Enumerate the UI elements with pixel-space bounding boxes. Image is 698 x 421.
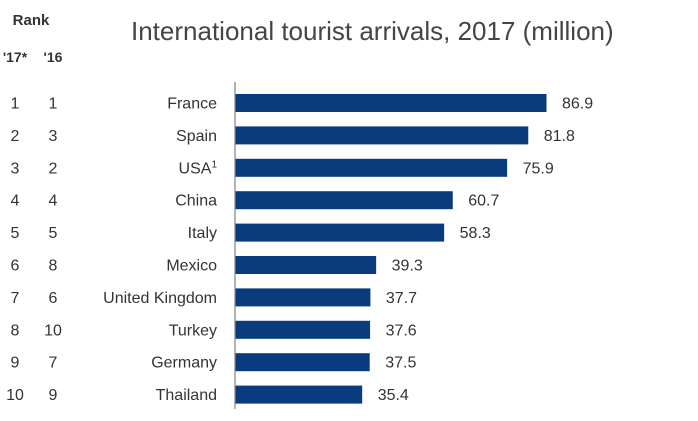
bar: [235, 94, 547, 112]
rank-2017-value: 5: [11, 225, 20, 242]
category-label: Mexico: [166, 258, 217, 275]
data-label: 37.6: [386, 322, 417, 339]
category-label: China: [175, 193, 217, 210]
bar: [235, 288, 371, 307]
category-name: Thailand: [156, 387, 217, 404]
data-label: 39.3: [392, 258, 423, 275]
category-label: United Kingdom: [103, 290, 217, 307]
category-name: Spain: [176, 128, 217, 145]
bar: [235, 385, 363, 404]
category-name: Germany: [151, 355, 217, 372]
rank-2017-value: 4: [11, 193, 20, 210]
chart-title: International tourist arrivals, 2017 (mi…: [131, 16, 614, 46]
bar: [235, 158, 508, 177]
bar: [235, 126, 529, 145]
rank-2016-value: 6: [49, 290, 58, 307]
data-label: 37.7: [386, 290, 417, 307]
rank-2016-value: 5: [49, 225, 58, 242]
rank-2016-value: 9: [49, 387, 58, 404]
rank-2017-value: 8: [11, 322, 20, 339]
category-label: USA1: [179, 159, 218, 177]
rank-2017-value: 6: [11, 258, 20, 275]
category-name: USA: [179, 160, 212, 177]
category-label: Thailand: [156, 387, 217, 404]
category-footnote-marker: 1: [211, 159, 217, 170]
rank-2016-value: 4: [49, 193, 58, 210]
rank-2016-value: 2: [49, 160, 58, 177]
rank-column-2017-header: '17*: [3, 49, 28, 65]
category-name: Italy: [188, 225, 217, 242]
rank-2016-value: 1: [49, 96, 58, 113]
data-label: 60.7: [468, 193, 499, 210]
rank-2016-value: 3: [49, 128, 58, 145]
category-name: Turkey: [169, 322, 217, 339]
category-name: China: [175, 193, 217, 210]
bar: [235, 256, 377, 274]
category-label: Germany: [151, 355, 217, 372]
rank-2016-value: 8: [49, 258, 58, 275]
data-label: 35.4: [378, 387, 409, 404]
data-label: 58.3: [460, 225, 491, 242]
bar: [235, 320, 371, 339]
bar: [235, 191, 453, 210]
data-label: 75.9: [523, 160, 554, 177]
category-label: France: [167, 96, 217, 113]
category-name: United Kingdom: [103, 290, 217, 307]
rank-2017-value: 7: [11, 290, 20, 307]
rank-2017-value: 9: [11, 355, 20, 372]
category-label: Spain: [176, 128, 217, 145]
rank-header: Rank: [13, 12, 50, 29]
rank-2017-value: 2: [11, 128, 20, 145]
category-label: Italy: [188, 225, 217, 242]
rank-2017-value: 3: [11, 160, 20, 177]
rank-column-2016-header: '16: [44, 49, 63, 65]
category-name: France: [167, 96, 217, 113]
rank-2016-value: 7: [49, 355, 58, 372]
bar: [235, 353, 370, 372]
category-name: Mexico: [166, 258, 217, 275]
rank-2016-value: 10: [44, 322, 62, 339]
category-label: Turkey: [169, 322, 217, 339]
rank-2017-value: 1: [11, 96, 20, 113]
data-label: 86.9: [562, 96, 593, 113]
rank-2017-value: 10: [6, 387, 24, 404]
data-label: 37.5: [385, 355, 416, 372]
bar-rows: 1 1 France 86.92 3 Spain 81.83 2 USA1 75.94 4 China…: [6, 94, 593, 404]
data-label: 81.8: [544, 128, 575, 145]
bar: [235, 223, 445, 242]
